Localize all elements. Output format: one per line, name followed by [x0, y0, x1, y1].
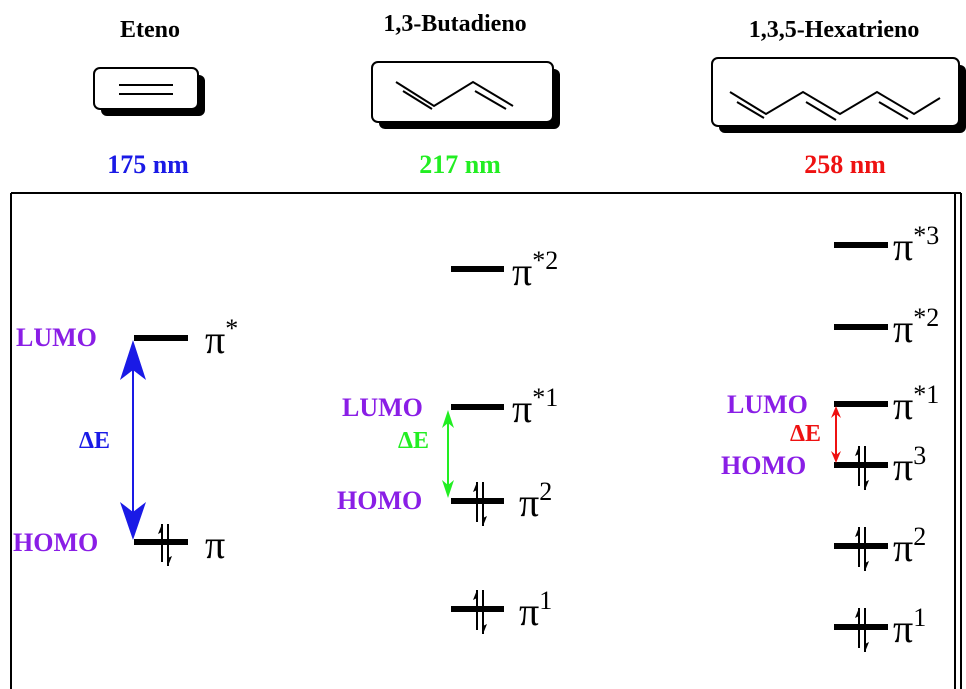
- electron-pair-icon: [473, 590, 487, 634]
- hexatriene-lumo-label: LUMO: [727, 390, 808, 419]
- energy-diagram-frame: [10, 192, 962, 689]
- butadiene-skeleton-icon: [371, 61, 560, 129]
- hexatriene-wavelength: 258 nm: [804, 150, 886, 179]
- hexatriene-pi-1-label: π1: [893, 603, 926, 651]
- hexatriene-title: 1,3,5-Hexatrieno: [749, 17, 920, 43]
- butadiene-delta-e-label: ΔE: [398, 428, 429, 454]
- butadiene-homo-label: HOMO: [337, 486, 422, 515]
- ethene-delta-e-label: ΔE: [79, 428, 110, 454]
- hexatriene-pi-star-3-label: π*3: [893, 221, 939, 269]
- hexatriene-mo-column: π*3 π*2 π*1 π3 π2 π1 LUMO H: [721, 221, 939, 652]
- butadiene-lumo-label: LUMO: [342, 393, 423, 422]
- hexatriene-delta-e-label: ΔE: [790, 421, 821, 447]
- double-bond-icon: [93, 67, 205, 116]
- butadiene-pi-2-label: π2: [519, 477, 552, 525]
- hexatriene-pi-star-2-label: π*2: [893, 303, 939, 351]
- ethene-wavelength: 175 nm: [107, 150, 189, 179]
- ethene-pi-star-label: π*: [205, 314, 238, 362]
- electron-pair-icon: [855, 527, 869, 571]
- butadiene-mo-column: π*2 π*1 π2 π1 LUMO HOMO ΔE: [337, 246, 558, 634]
- electron-pair-icon: [158, 524, 172, 566]
- electron-pair-icon: [855, 608, 869, 652]
- hexatriene-gap-arrow: [831, 406, 841, 463]
- hexatriene-skeleton-icon: [711, 57, 966, 133]
- ethene-mo-column: π* π LUMO HOMO ΔE: [13, 314, 238, 567]
- butadiene-pi-1-label: π1: [519, 586, 552, 634]
- ethene-lumo-label: LUMO: [16, 323, 97, 352]
- hexatriene-pi-star-1-label: π*1: [893, 380, 939, 428]
- hexatriene-homo-label: HOMO: [721, 451, 806, 480]
- ethene-homo-label: HOMO: [13, 528, 98, 557]
- butadiene-pi-star-1-label: π*1: [512, 383, 558, 431]
- butadiene-title: 1,3-Butadieno: [383, 11, 526, 37]
- electron-pair-icon: [855, 446, 869, 490]
- hexatriene-pi-3-label: π3: [893, 441, 926, 489]
- ethene-pi-label: π: [205, 522, 225, 567]
- ethene-title: Eteno: [120, 17, 180, 43]
- butadiene-wavelength: 217 nm: [419, 150, 501, 179]
- ethene-gap-arrow: [120, 340, 146, 540]
- electron-pair-icon: [473, 482, 487, 526]
- butadiene-pi-star-2-label: π*2: [512, 246, 558, 294]
- butadiene-gap-arrow: [442, 410, 454, 498]
- hexatriene-pi-2-label: π2: [893, 522, 926, 570]
